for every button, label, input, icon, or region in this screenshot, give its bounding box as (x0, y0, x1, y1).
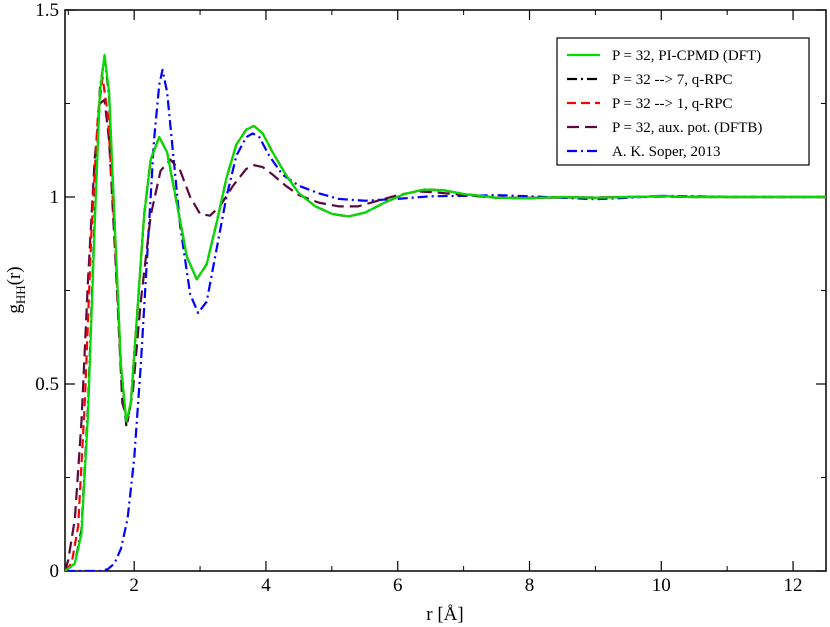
y-axis-title-main: g (4, 304, 25, 314)
legend-box (556, 37, 810, 166)
y-axis-title-suffix: (r) (4, 266, 25, 285)
x-tick-label: 8 (525, 575, 535, 596)
y-tick-label: 1 (50, 187, 60, 208)
series-layer (65, 53, 826, 571)
x-tick-label: 12 (784, 575, 803, 596)
y-axis-title-sub: HH (13, 285, 28, 304)
series-line-1 (65, 53, 826, 571)
x-tick-label: 6 (393, 575, 403, 596)
y-tick-label: 1.5 (35, 0, 59, 21)
x-axis-title: r [Å] (426, 604, 463, 625)
legend-label: A. K. Soper, 2013 (612, 144, 721, 160)
series-line-5 (65, 68, 826, 571)
series-line-4 (65, 98, 826, 571)
x-tick-label: 10 (652, 575, 671, 596)
labels-layer: 2 4 6 8 10 12 0 0.5 1 1.5 (35, 0, 802, 596)
x-tick-label: 4 (261, 575, 271, 596)
legend-label: P = 32, PI-CPMD (DFT) (612, 48, 761, 64)
legend: P = 32, PI-CPMD (DFT) P = 32 --> 7, q-RPC… (556, 37, 810, 166)
y-axis-title: gHH(r) (4, 266, 28, 313)
x-tick-label: 2 (129, 575, 139, 596)
y-tick-label: 0.5 (35, 374, 59, 395)
legend-label: P = 32 --> 7, q-RPC (612, 72, 733, 88)
legend-label: P = 32, aux. pot. (DFTB) (612, 120, 762, 136)
y-tick-label: 0 (50, 561, 60, 582)
legend-label: P = 32 --> 1, q-RPC (612, 96, 733, 112)
